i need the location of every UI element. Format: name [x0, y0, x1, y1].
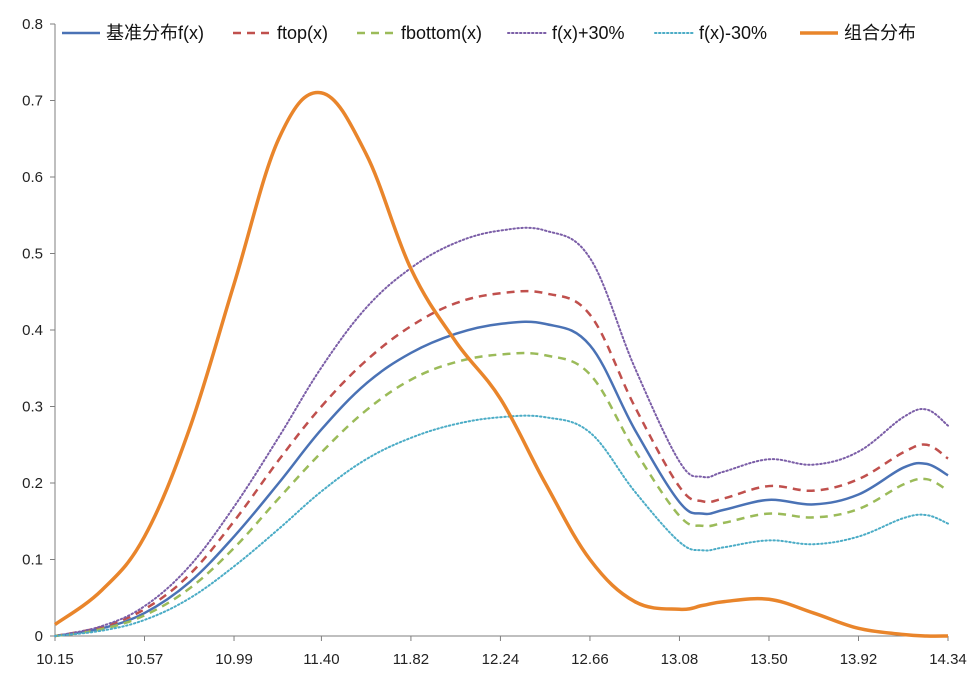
series-line-5 [54, 414, 949, 637]
x-tick-label: 14.34 [929, 651, 967, 668]
series-line-3 [54, 351, 949, 638]
legend-item: f(x)-30% [654, 23, 767, 43]
y-tick-label: 0.7 [22, 93, 43, 110]
series-line-1 [54, 320, 949, 638]
series-line-4 [54, 226, 949, 637]
legend-item: 组合分布 [800, 23, 916, 43]
axes: 0 0.1 0.2 0.3 0.4 0.5 0.6 0.7 0.8 10.15 10.57 10.99… [22, 16, 967, 668]
x-tick-label: 12.66 [571, 651, 609, 668]
legend-item: 基准分布f(x) [62, 23, 204, 43]
legend-label: f(x)+30% [552, 23, 625, 43]
x-tick-label: 13.92 [840, 651, 878, 668]
x-tick-label: 10.15 [36, 651, 74, 668]
series-lines [53, 90, 949, 638]
y-tick-label: 0.3 [22, 399, 43, 416]
legend-item: ftop(x) [233, 23, 328, 43]
y-tick-label: 0.5 [22, 246, 43, 263]
y-tick-label: 0 [35, 628, 43, 645]
x-tick-label: 10.99 [215, 651, 253, 668]
legend-item: f(x)+30% [507, 23, 625, 43]
legend-label: fbottom(x) [401, 23, 482, 43]
legend-label: f(x)-30% [699, 23, 767, 43]
x-tick-label: 11.82 [393, 651, 429, 668]
y-tick-label: 0.1 [22, 552, 43, 569]
legend-label: ftop(x) [277, 23, 328, 43]
x-tick-label: 13.50 [750, 651, 788, 668]
y-tick-label: 0.8 [22, 16, 43, 33]
x-tick-label: 10.57 [126, 651, 164, 668]
legend-label: 基准分布f(x) [106, 23, 204, 43]
legend-item: fbottom(x) [357, 23, 482, 43]
legend-label: 组合分布 [844, 23, 916, 43]
y-tick-label: 0.6 [22, 169, 43, 186]
series-line-6 [53, 90, 949, 638]
x-tick-label: 13.08 [661, 651, 699, 668]
x-tick-label: 11.40 [303, 651, 339, 668]
y-tick-label: 0.4 [22, 322, 43, 339]
y-tick-label: 0.2 [22, 475, 43, 492]
x-tick-label: 12.24 [482, 651, 520, 668]
legend: 基准分布f(x) ftop(x) fbottom(x) f(x)+30% f(x)-30… [62, 23, 916, 43]
